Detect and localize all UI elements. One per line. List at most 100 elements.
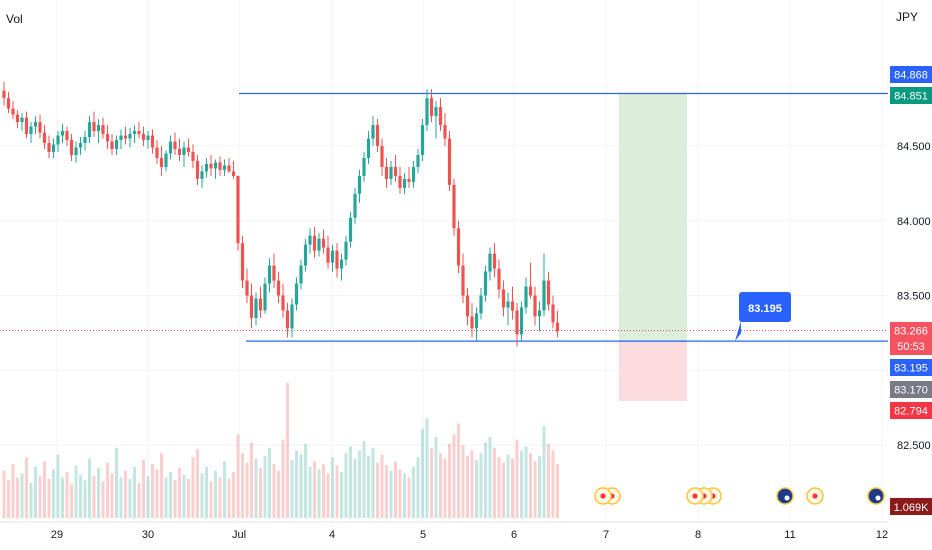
candle-body	[519, 307, 524, 335]
profit-zone	[619, 93, 687, 342]
volume-bar	[119, 477, 123, 518]
volume-bar	[209, 481, 213, 518]
volume-bar	[74, 465, 78, 518]
candle-body	[258, 298, 263, 311]
candle-body	[429, 98, 434, 117]
candle-body	[546, 280, 551, 305]
volume-bar	[241, 453, 244, 518]
candle-body	[447, 138, 452, 185]
candle-body	[344, 241, 348, 260]
candle-body	[357, 175, 362, 194]
volume-bar	[101, 481, 105, 518]
volume-bar	[484, 442, 487, 518]
volume-bar	[506, 454, 510, 518]
volume-bar	[488, 437, 492, 518]
candle-body	[366, 138, 371, 158]
volume-bar	[290, 459, 294, 518]
volume-bar	[367, 455, 370, 518]
candle-body	[281, 295, 285, 311]
candle-body	[330, 250, 335, 263]
candle-body	[33, 122, 38, 127]
candle-body	[542, 280, 546, 311]
candle-body	[402, 178, 407, 188]
candle-body	[456, 228, 461, 266]
candle-body	[339, 259, 344, 269]
flag-event-icon	[776, 487, 794, 505]
candle-body	[51, 144, 56, 152]
candle-body	[65, 131, 69, 141]
volume-bar	[556, 464, 559, 518]
candle-body	[470, 316, 474, 329]
volume-bar	[430, 447, 433, 518]
candle-body	[483, 271, 488, 296]
volume-indicator-label[interactable]: Vol	[6, 12, 23, 26]
candle-body	[438, 107, 443, 126]
x-tick-label: 11	[784, 529, 795, 541]
volume-bar	[452, 434, 456, 518]
volume-bar	[439, 453, 442, 518]
volume-bar	[434, 437, 438, 518]
candle-body	[69, 140, 74, 155]
candle-body	[218, 162, 222, 170]
candle-body	[168, 141, 173, 154]
volume-bar	[421, 428, 424, 518]
volume-bar	[313, 461, 316, 518]
candle-body	[137, 131, 141, 135]
price-callout[interactable]: 83.195	[735, 292, 791, 342]
volume-bar	[371, 447, 375, 518]
candle-body	[465, 295, 470, 317]
volume-bar	[538, 455, 541, 518]
position-zones[interactable]	[619, 93, 687, 402]
candle-body	[20, 117, 24, 123]
volume-bar	[70, 484, 73, 518]
candle-body	[254, 298, 258, 318]
currency-label: JPY	[896, 10, 919, 24]
candle-body	[407, 178, 411, 182]
volume-bar	[92, 476, 96, 518]
candle-body	[416, 154, 420, 167]
price-tag-text: 83.195	[894, 363, 928, 375]
candle-body	[290, 304, 294, 329]
volume-bar	[335, 465, 339, 518]
candle-body	[398, 175, 402, 188]
candle-body	[326, 247, 330, 263]
x-tick-label: 7	[603, 529, 609, 541]
candle-body	[272, 265, 276, 281]
candle-body	[276, 280, 281, 296]
candle-body	[555, 322, 560, 332]
volume-bar	[533, 461, 537, 518]
candle-body	[101, 125, 105, 135]
horizontal-levels[interactable]	[0, 92, 888, 342]
volume-bar	[479, 453, 483, 518]
candle-body	[425, 98, 429, 126]
candle-body	[506, 301, 510, 308]
candle-body	[92, 122, 96, 132]
volume-bar	[25, 457, 28, 518]
candle-body	[15, 114, 20, 123]
volume-bar	[169, 472, 172, 518]
candle-body	[452, 184, 456, 229]
x-tick-label: 4	[329, 529, 335, 541]
candle-body	[128, 134, 132, 139]
volume-tag	[890, 498, 932, 515]
event-markers[interactable]	[594, 487, 885, 505]
volume-bar	[227, 478, 231, 518]
volume-bar	[520, 450, 523, 518]
volume-bar	[511, 458, 514, 518]
volume-bar	[551, 450, 555, 518]
flag-event-icon	[867, 487, 885, 505]
economic-event-icon-dot	[600, 493, 606, 499]
candle-body	[461, 265, 465, 296]
volume-bar	[272, 464, 276, 518]
volume-bar	[178, 468, 181, 518]
x-tick-label: 12	[876, 529, 888, 541]
volume-bar	[142, 459, 145, 518]
grid-lines	[0, 0, 888, 522]
candle-body	[537, 310, 542, 317]
candle-body	[551, 304, 555, 323]
candles[interactable]	[2, 81, 560, 347]
volume-bar	[358, 450, 361, 518]
economic-event-icon-dot	[692, 493, 698, 499]
volume-bar	[173, 480, 177, 518]
